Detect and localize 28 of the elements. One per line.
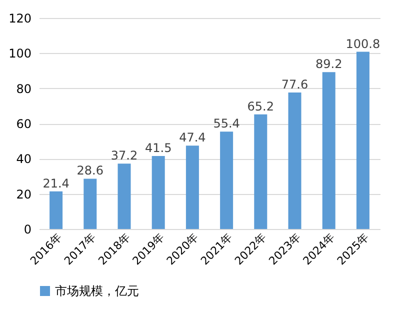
y-tick-label: 100 bbox=[8, 46, 32, 61]
data-label: 28.6 bbox=[76, 164, 104, 178]
data-label: 47.4 bbox=[179, 130, 206, 145]
bar bbox=[84, 178, 97, 229]
data-label: 77.6 bbox=[281, 78, 308, 92]
y-tick-label: 120 bbox=[8, 12, 32, 26]
bar bbox=[356, 52, 370, 229]
bar bbox=[186, 146, 199, 229]
bar bbox=[220, 132, 234, 229]
y-tick-label: 40 bbox=[16, 152, 32, 166]
data-label: 100.8 bbox=[346, 36, 380, 51]
legend-label: 市场规模，亿元 bbox=[55, 284, 139, 298]
data-label: 21.4 bbox=[42, 176, 70, 190]
data-label: 55.4 bbox=[213, 116, 240, 131]
data-label: 37.2 bbox=[110, 148, 138, 163]
y-tick-label: 0 bbox=[24, 222, 32, 236]
bar bbox=[322, 72, 336, 229]
data-label: 65.2 bbox=[247, 99, 274, 114]
bar bbox=[118, 164, 131, 229]
bar bbox=[152, 156, 165, 229]
y-tick-label: 20 bbox=[16, 187, 32, 202]
y-tick-label: 80 bbox=[16, 82, 32, 96]
bar bbox=[254, 114, 268, 229]
bar bbox=[50, 191, 63, 229]
y-tick-label: 60 bbox=[16, 117, 32, 131]
data-label: 89.2 bbox=[315, 57, 342, 72]
data-label: 41.5 bbox=[144, 141, 172, 156]
bar bbox=[288, 92, 302, 229]
